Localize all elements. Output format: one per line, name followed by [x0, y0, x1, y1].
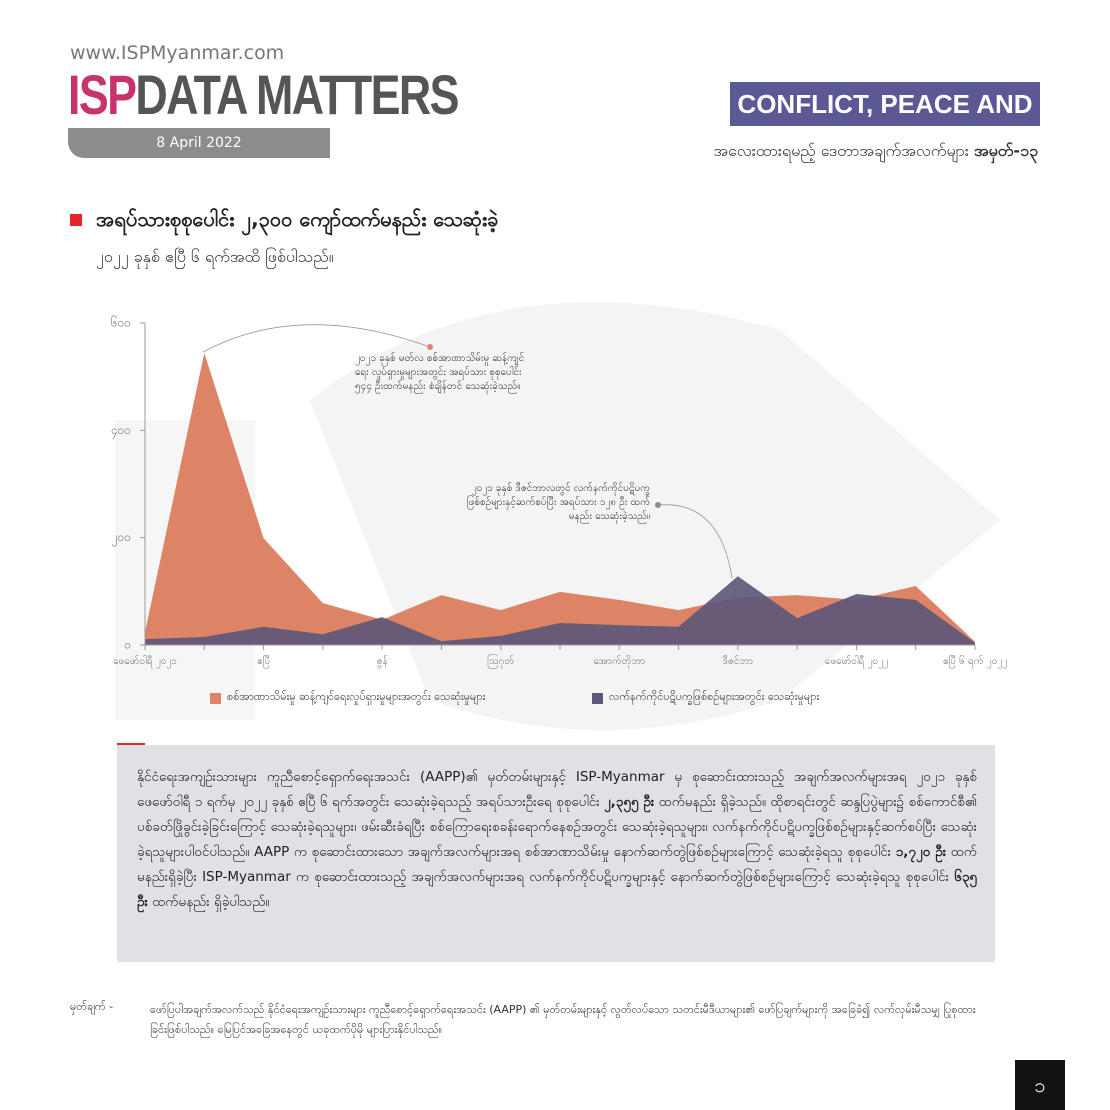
series-label: အလေးထားရမည့် ဒေတာအချက်အလက်များ အမှတ်-၁၃ [713, 140, 1038, 164]
x-tick-label: ဧပြီ ၆ ရက် ၂၀၂၂ [942, 656, 1008, 667]
brand: ISPDATA MATTERS [68, 62, 460, 127]
highlight: ၂,၃၅၅ ဦး [604, 794, 655, 810]
x-tick-label: အောက်တိုဘာ [593, 656, 646, 667]
y-tick-label: ၆၀၀ [111, 315, 131, 330]
highlight: ၁,၇၂၀ ဦး [895, 844, 947, 860]
legend-swatch [210, 692, 221, 704]
series-label-text: အလေးထားရမည့် ဒေတာအချက်အလက်များ [713, 141, 969, 160]
plot [145, 353, 975, 645]
page-number: ၁ [1015, 1060, 1065, 1110]
text: နိုင်ငံရေးအကျဉ်းသားများ ကူညီစောင့်ရှောက်… [137, 769, 977, 810]
footnote: ဖော်ပြပါအချက်အလက်သည် နိုင်ငံရေးအကျဉ်းသား… [150, 1003, 976, 1036]
annotation: ၂၀၂၁ ခုနှစ် မတ်လ စစ်အာဏာသိမ်းမှု ဆန့်ကျင… [355, 353, 525, 392]
chart-title: အရပ်သားစုစုပေါင်း ၂,၃၀၀ ကျော်ထက်မနည်း သေ… [96, 207, 499, 231]
x-tick-label: ဧပြီ [257, 656, 271, 667]
y-tick-label: ၂၀၀ [112, 530, 131, 547]
chart: ၀ ၂၀၀ ၄၀၀ ၆၀၀ [111, 315, 976, 652]
text: ထက်မနည်းရှိခဲ့ပြီး ISP-Myanmar က စုဆောင်… [137, 844, 977, 885]
text: ထက်မနည်း ရှိခဲ့သည်။ ထိုစာရင်းတွင် ဆန္ဒပြ… [137, 794, 977, 860]
y-tick-label: ၀ [124, 638, 131, 652]
x-tick-label: ဒီဇင်ဘာ [722, 656, 754, 667]
x-tick-label: ဇွန် [376, 656, 388, 667]
annotation-line [657, 504, 733, 579]
annotation-line [202, 324, 431, 353]
legend-swatch [592, 692, 603, 704]
series-number: အမှတ်-၁၃ [973, 141, 1038, 160]
footnote-label: မှတ်ချက် - [70, 1000, 114, 1013]
url: www.ISPMyanmar.com [70, 42, 285, 64]
x-tick-label: ဖေဖော်ဝါရီ ၂၀၂၂ [824, 656, 888, 667]
highlight: ၆၃၅ ဦး [137, 869, 977, 910]
bullet [70, 214, 82, 226]
legend-item: စစ်အာဏာသိမ်းမှု ဆန့်ကျင်ရေးလှုပ်ရှားမှုမ… [210, 690, 485, 706]
section: CONFLICT, PEACE AND SECURITY [730, 82, 1040, 163]
y-tick-label: ၄၀၀ [111, 423, 131, 440]
area [145, 576, 975, 645]
brand-isp: ISP [68, 63, 137, 126]
x-tick-label: ဩဂုတ် [487, 656, 515, 667]
text: ထက်မနည်း ရှိခဲ့ပါသည်။ [152, 894, 270, 910]
chart-subtitle: ၂၀၂၂ ခုနှစ် ဧပြီ ၆ ရက်အထိ ဖြစ်ပါသည်။ [96, 247, 334, 266]
annotation: ၂၀၂၁ ခုနှစ် ဒီဇင်ဘာလတွင် လက်နက်ကိုင်ပဋိပ… [467, 483, 650, 522]
annotation-dot [655, 502, 661, 508]
body-text: နိုင်ငံရေးအကျဉ်းသားများ ကူညီစောင့်ရှောက်… [117, 745, 995, 962]
date: 8 April 2022 [68, 128, 330, 158]
brand-rest: DATA MATTERS [135, 63, 459, 126]
legend-label: လက်နက်ကိုင်ပဋိပက္ခဖြစ်စဉ်များအတွင်း သေဆု… [609, 690, 820, 703]
legend-item: လက်နက်ကိုင်ပဋိပက္ခဖြစ်စဉ်များအတွင်း သေဆု… [592, 690, 819, 706]
legend-label: စစ်အာဏာသိမ်းမှု ဆန့်ကျင်ရေးလှုပ်ရှားမှုမ… [227, 690, 486, 703]
x-tick-label: ဖေဖော်ဝါရီ ၂၀၂၁ [113, 656, 177, 667]
annotation-dot [427, 344, 433, 350]
